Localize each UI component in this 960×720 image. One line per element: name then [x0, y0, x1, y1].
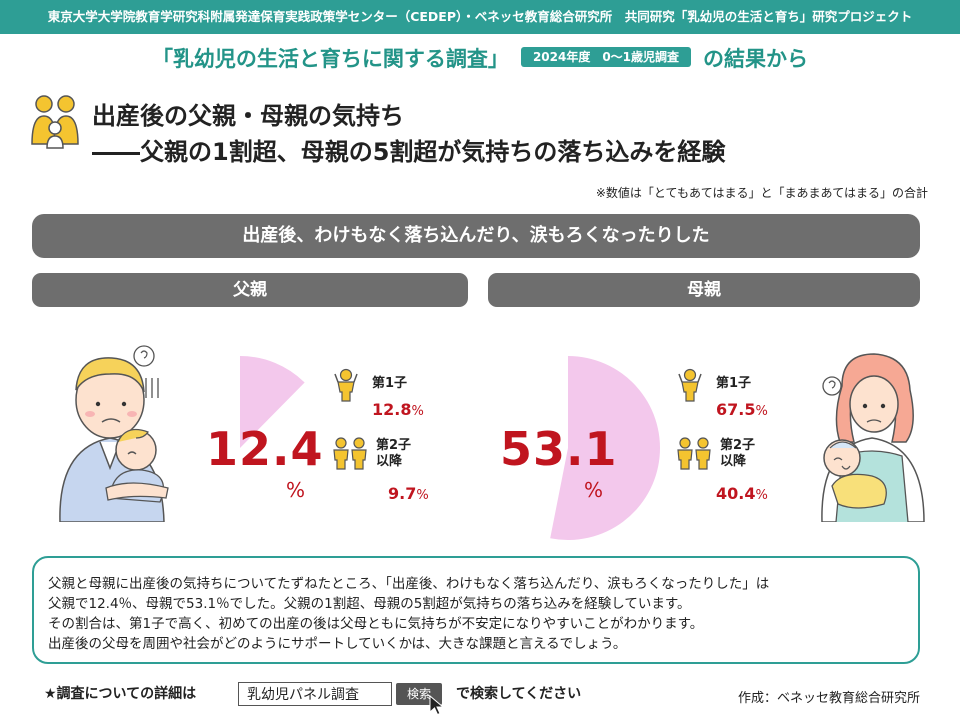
- summary-line: 出産後の父母を周囲や社会がどのようにサポートしていくかは、大きな課題と言えるでし…: [48, 636, 627, 652]
- mother-panel-header: 母親: [488, 273, 920, 307]
- father-second-child-label: 第2子 以降: [376, 438, 412, 469]
- single-child-icon: [334, 368, 358, 402]
- survey-detail-label: ★調査についての詳細は: [44, 686, 197, 702]
- mother-total-value: 53.1: [500, 422, 618, 476]
- mother-first-child-value: 67.5%: [716, 400, 768, 419]
- summary-box: 父親と母親に出産後の気持ちについてたずねたところ、「出産後、わけもなく落ち込んだ…: [32, 556, 920, 664]
- cursor-arrow-icon: [429, 694, 445, 716]
- page-subtitle: ――父親の1割超、母親の5割超が気持ちの落ち込みを経験: [92, 138, 726, 166]
- two-children-icon: [333, 437, 367, 470]
- mother-first-child-label: 第1子: [716, 376, 752, 391]
- family-icon: [31, 95, 79, 149]
- father-second-child-value: 9.7%: [388, 484, 429, 503]
- organization-banner: 東京大学大学院教育学研究科附属発達保育実践政策学センター（CEDEP）・ベネッセ…: [0, 0, 960, 34]
- search-instruction: で検索してください: [456, 686, 582, 702]
- father-first-child-label: 第1子: [372, 376, 408, 391]
- two-children-icon: [677, 437, 711, 470]
- mother-holding-baby-illustration: [821, 353, 925, 522]
- mother-second-child-label: 第2子 以降: [720, 438, 756, 469]
- father-holding-baby-illustration: [59, 345, 169, 522]
- search-input[interactable]: 乳幼児パネル調査: [238, 682, 392, 706]
- summary-line: 父親で12.4％、母親で53.1％でした。父親の1割超、母親の5割超が気持ちの落…: [48, 596, 691, 612]
- survey-year-badge: 2024年度 0～1歳児調査: [520, 47, 692, 67]
- survey-title-line: 「乳幼児の生活と育ちに関する調査」 2024年度 0～1歳児調査 の結果から: [0, 42, 960, 76]
- credit-text: 作成：ベネッセ教育総合研究所: [737, 691, 920, 706]
- data-note: ※数値は「とてもあてはまる」と「まあまあてはまる」の合計: [595, 186, 928, 200]
- mother-total-unit: %: [584, 478, 604, 502]
- question-banner: 出産後、わけもなく落ち込んだり、涙もろくなったりした: [32, 214, 920, 258]
- mother-pie-chart: [550, 356, 660, 540]
- father-total-unit: %: [286, 478, 306, 502]
- father-pie-slice: [240, 356, 305, 448]
- father-pie-chart: [240, 356, 305, 448]
- summary-line: その割合は、第1子で高く、初めての出産の後は父母ともに気持ちが不安定になりやすい…: [48, 616, 704, 632]
- summary-line: 父親と母親に出産後の気持ちについてたずねたところ、「出産後、わけもなく落ち込んだ…: [48, 576, 770, 592]
- father-panel-header: 父親: [32, 273, 468, 307]
- single-child-icon: [678, 368, 702, 402]
- father-total-value: 12.4: [206, 422, 324, 476]
- survey-title: 「乳幼児の生活と育ちに関する調査」: [151, 47, 509, 71]
- mother-pie-slice: [550, 356, 660, 540]
- survey-title-suffix: の結果から: [703, 47, 809, 71]
- father-first-child-value: 12.8%: [372, 400, 424, 419]
- mother-second-child-value: 40.4%: [716, 484, 768, 503]
- page-title: 出産後の父親・母親の気持ち: [92, 102, 404, 130]
